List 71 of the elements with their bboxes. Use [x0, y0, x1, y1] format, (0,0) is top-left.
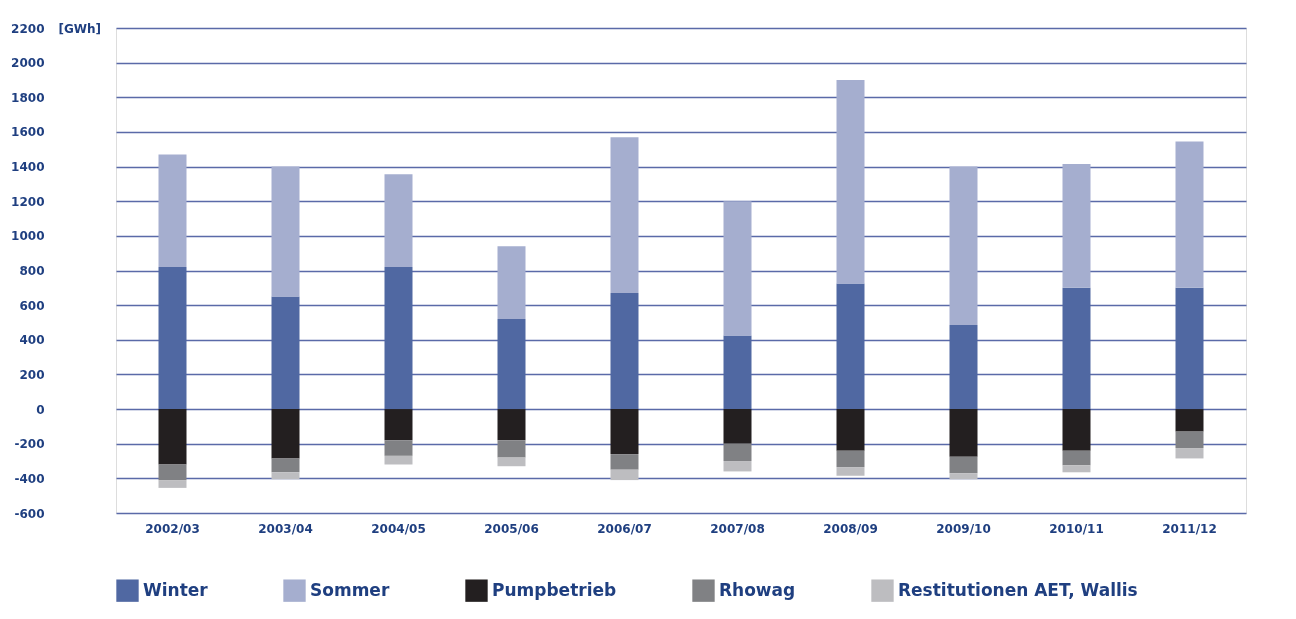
bar [497, 409, 526, 441]
y-tick-label: 200 [19, 367, 45, 382]
y-tick-label: 1800 [11, 90, 45, 105]
y-tick-label: -400 [14, 471, 45, 486]
x-tick-label: 2004/05 [371, 521, 426, 536]
y-tick-label: 2200 [11, 21, 45, 36]
x-tick-label: 2011/12 [1162, 521, 1217, 536]
bar [271, 166, 300, 297]
bar [384, 174, 413, 268]
bar [949, 456, 978, 474]
bar [1175, 409, 1204, 432]
x-tick-label: 2008/09 [823, 521, 878, 536]
y-tick-label: 1400 [11, 160, 45, 175]
y-tick-label: 1000 [11, 229, 45, 244]
legend-label: Sommer [310, 579, 390, 600]
bar [610, 409, 639, 455]
bar [1062, 163, 1091, 288]
x-tick-label: 2010/11 [1049, 521, 1104, 536]
legend-label: Rhowag [719, 579, 796, 600]
bar [1175, 141, 1204, 288]
bar [158, 480, 187, 488]
x-tick-label: 2007/08 [710, 521, 765, 536]
x-tick-label: 2003/04 [258, 521, 313, 536]
y-tick-label: -200 [14, 437, 45, 452]
y-tick-label: 400 [19, 333, 45, 348]
legend-label: Pumpbetrieb [492, 579, 617, 600]
bar [1062, 465, 1091, 473]
x-tick-label: 2006/07 [597, 521, 652, 536]
bar [384, 440, 413, 456]
legend-label: Restitutionen AET, Wallis [898, 579, 1138, 600]
y-tick-label: 0 [36, 402, 45, 417]
bar [836, 467, 865, 476]
legend-label: Winter [143, 579, 209, 600]
x-tick-label: 2005/06 [484, 521, 539, 536]
bar [497, 246, 526, 319]
x-tick-label: 2002/03 [145, 521, 200, 536]
bar [271, 409, 300, 459]
bar [610, 469, 639, 481]
bar [1175, 431, 1204, 449]
bar [610, 137, 639, 294]
bar [497, 457, 526, 467]
bar [384, 455, 413, 465]
bar [158, 154, 187, 268]
y-tick-label: -600 [14, 506, 45, 521]
bar [723, 443, 752, 462]
bar [271, 458, 300, 473]
y-axis-title: [GWh] [58, 21, 102, 36]
bar [949, 409, 978, 457]
bar [158, 464, 187, 481]
bar [384, 409, 413, 441]
bar [497, 440, 526, 458]
bar [1062, 409, 1091, 451]
y-tick-label: 1200 [11, 194, 45, 209]
bar [1175, 448, 1204, 459]
y-tick-label: 800 [19, 264, 45, 278]
bar [723, 201, 752, 336]
y-tick-label: 600 [19, 298, 45, 313]
bar [836, 450, 865, 468]
bar [610, 454, 639, 470]
bar [836, 409, 865, 451]
bar [271, 472, 300, 480]
bar [1062, 450, 1091, 466]
bar [723, 409, 752, 444]
x-tick-label: 2009/10 [936, 521, 991, 536]
bar [949, 166, 978, 326]
y-tick-label: 1600 [11, 125, 45, 140]
bar [723, 461, 752, 472]
y-tick-label: 2000 [11, 56, 45, 71]
bar [949, 473, 978, 480]
bar [836, 79, 865, 284]
bar [158, 409, 187, 465]
